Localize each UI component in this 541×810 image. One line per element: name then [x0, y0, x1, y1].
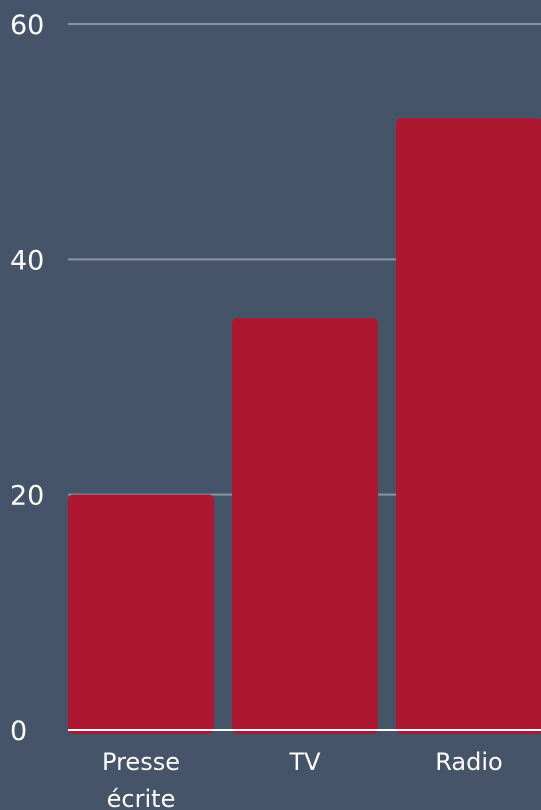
x-category-label: TV — [288, 748, 321, 776]
bar-tv — [232, 318, 378, 734]
y-tick-label: 0 — [10, 716, 27, 747]
bar-presse-écrite — [68, 494, 214, 734]
bar-radio — [396, 118, 541, 734]
y-tick-label: 20 — [10, 481, 44, 512]
y-tick-label: 60 — [10, 10, 44, 41]
y-tick-label: 40 — [10, 245, 44, 276]
x-category-label: Presse écrite — [102, 748, 180, 810]
x-axis-category-labels: Presse écrite TV Radio — [102, 748, 503, 810]
bars — [68, 118, 541, 734]
x-category-label: Radio — [435, 748, 502, 776]
y-axis-tick-labels: 0 20 40 60 — [10, 10, 44, 747]
